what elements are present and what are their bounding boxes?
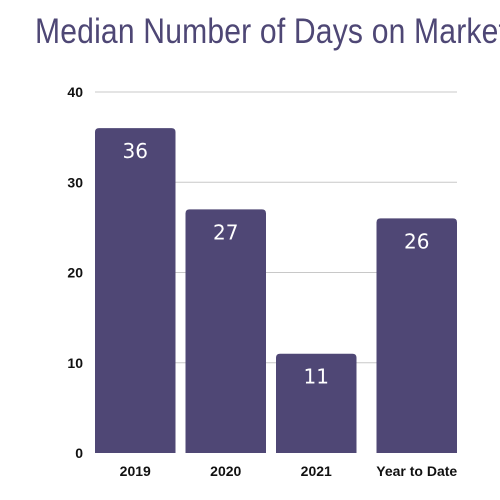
x-axis-ticks: 2019 2020 2021 Year to Date xyxy=(120,463,458,479)
y-tick-label: 40 xyxy=(67,84,83,100)
x-tick-label: 2020 xyxy=(210,463,241,479)
x-tick-label: 2019 xyxy=(120,463,151,479)
x-tick-label: Year to Date xyxy=(376,463,457,479)
bar-labels: 36 27 11 26 xyxy=(123,139,430,389)
bar-year-to-date xyxy=(376,218,457,453)
bar-2021 xyxy=(276,353,357,453)
chart-title: Median Number of Days on Market xyxy=(35,12,500,51)
x-tick-label: 2021 xyxy=(301,463,332,479)
data-label: 27 xyxy=(213,220,238,244)
data-label: 11 xyxy=(304,365,329,389)
data-label: 26 xyxy=(404,229,429,253)
y-tick-label: 10 xyxy=(67,355,83,371)
y-tick-label: 30 xyxy=(67,174,83,190)
data-label: 36 xyxy=(123,139,148,163)
bar-2020 xyxy=(185,209,266,453)
y-axis-ticks: 0 10 20 30 40 xyxy=(67,84,83,461)
y-tick-label: 0 xyxy=(75,445,83,461)
bars xyxy=(95,128,457,453)
bar-2019 xyxy=(95,128,176,453)
y-tick-label: 20 xyxy=(67,265,83,281)
